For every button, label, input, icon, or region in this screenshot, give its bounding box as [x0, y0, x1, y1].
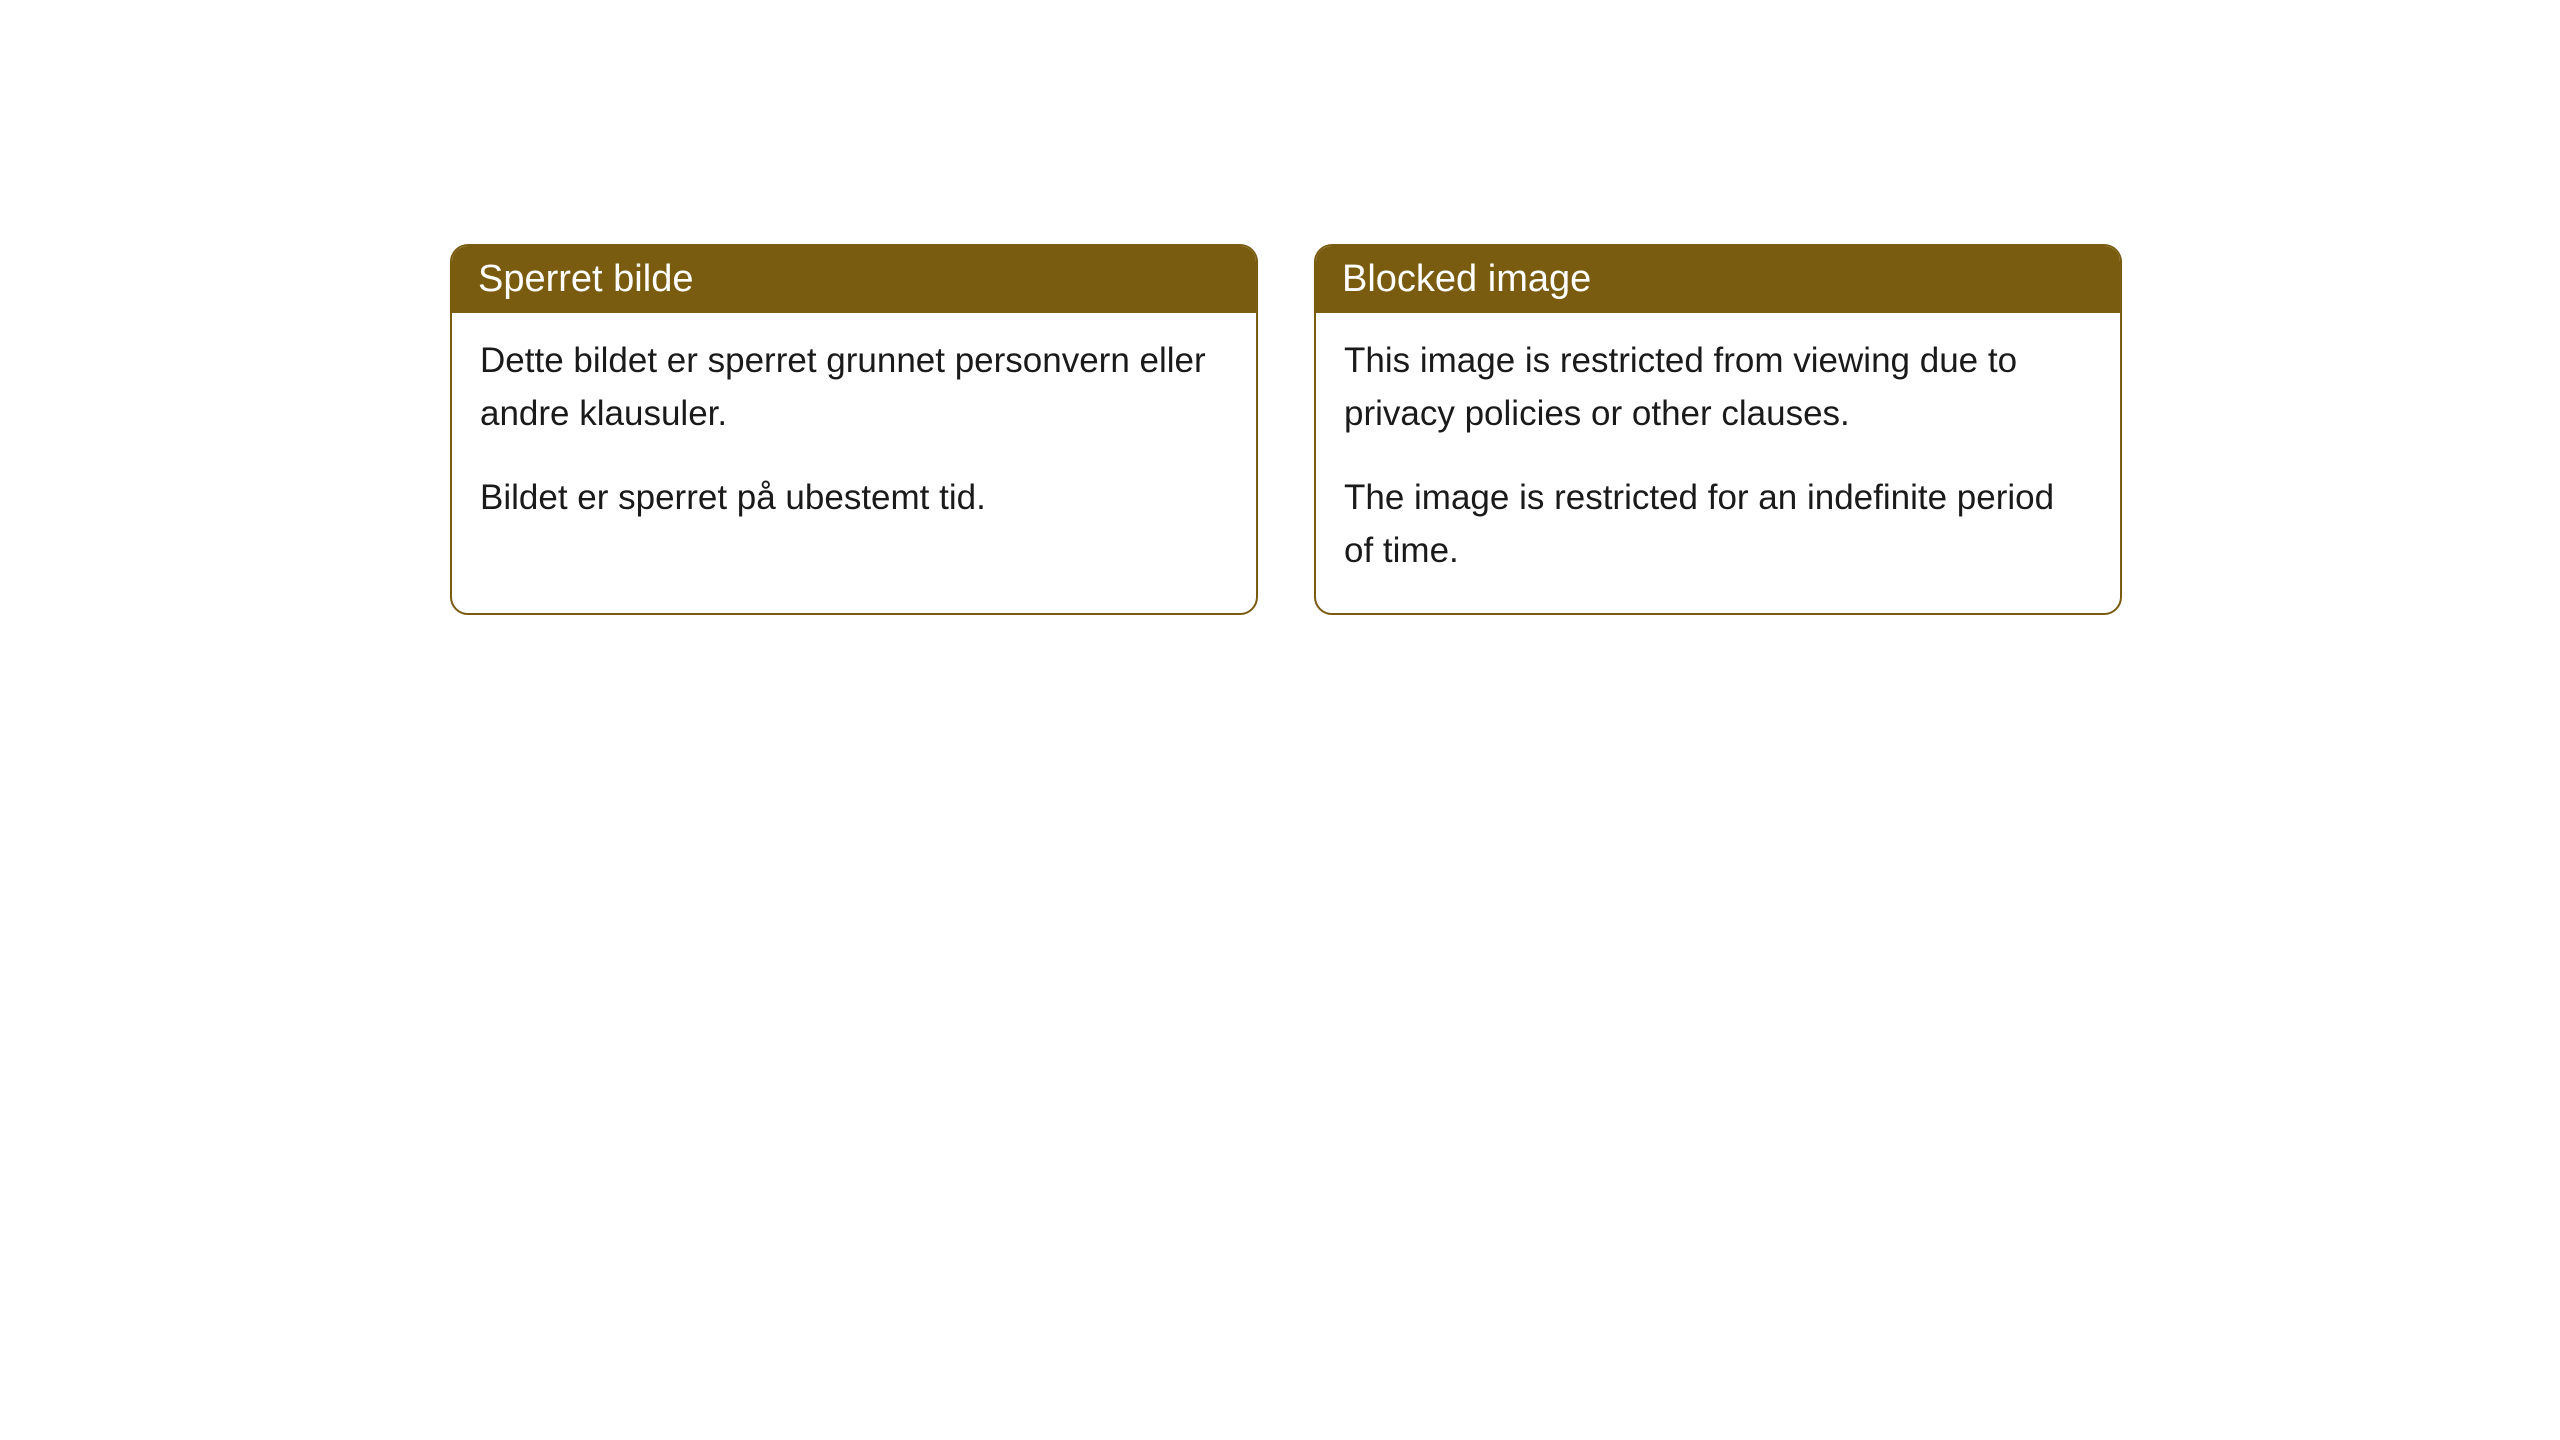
- card-title: Sperret bilde: [478, 258, 693, 300]
- card-paragraph-2: Bildet er sperret på ubestemt tid.: [480, 472, 1228, 525]
- card-paragraph-2: The image is restricted for an indefinit…: [1344, 472, 2092, 577]
- notice-card-english: Blocked image This image is restricted f…: [1314, 244, 2122, 615]
- card-header: Blocked image: [1316, 246, 2120, 313]
- card-body: Dette bildet er sperret grunnet personve…: [452, 313, 1256, 561]
- card-body: This image is restricted from viewing du…: [1316, 313, 2120, 613]
- notice-card-norwegian: Sperret bilde Dette bildet er sperret gr…: [450, 244, 1258, 615]
- card-paragraph-1: This image is restricted from viewing du…: [1344, 335, 2092, 440]
- card-title: Blocked image: [1342, 258, 1591, 300]
- notice-container: Sperret bilde Dette bildet er sperret gr…: [0, 0, 2560, 615]
- card-paragraph-1: Dette bildet er sperret grunnet personve…: [480, 335, 1228, 440]
- card-header: Sperret bilde: [452, 246, 1256, 313]
